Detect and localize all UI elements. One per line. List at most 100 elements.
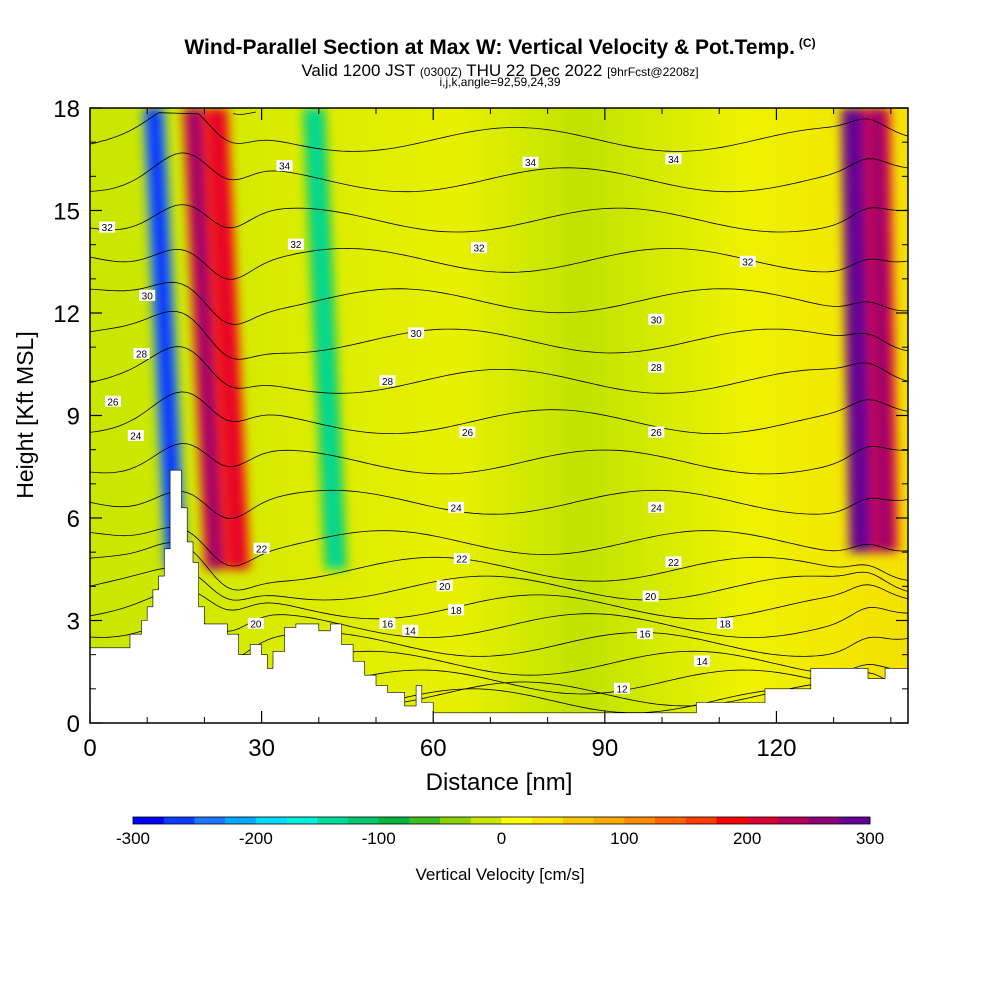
colorbar-segment xyxy=(685,817,717,824)
contour-label-bg xyxy=(379,617,396,629)
colorbar-segment xyxy=(409,817,441,824)
colorbar-segment xyxy=(194,817,226,824)
theta-contour-label: 34 xyxy=(665,153,682,166)
contour-label-bg xyxy=(408,327,425,339)
colorbar-segment xyxy=(133,817,165,824)
contour-label-text: 20 xyxy=(645,592,657,603)
y-tick-label: 12 xyxy=(53,301,80,328)
contour-label-text: 30 xyxy=(411,329,423,340)
contour-label-text: 28 xyxy=(651,363,663,374)
contour-label-text: 28 xyxy=(382,377,394,388)
contour-label-text: 18 xyxy=(451,606,463,617)
colorbar-segment xyxy=(716,817,748,824)
colorbar-segment xyxy=(839,817,871,824)
contour-label-text: 32 xyxy=(742,257,754,268)
colorbar-segment xyxy=(163,817,195,824)
contour-label-text: 16 xyxy=(382,619,394,630)
theta-contour-label: 24 xyxy=(448,501,465,514)
contour-label-bg xyxy=(253,542,270,554)
terrain-mask xyxy=(90,469,908,723)
theta-contour-line xyxy=(90,311,908,360)
contour-label-bg xyxy=(127,430,144,441)
colorbar-segment xyxy=(225,817,257,824)
contour-label-text: 34 xyxy=(279,162,291,173)
theta-contour-line xyxy=(90,443,908,475)
theta-contour-label: 28 xyxy=(648,361,665,374)
theta-contour-label: 32 xyxy=(99,221,116,234)
theta-contour-label: 30 xyxy=(139,289,156,302)
contour-label-bg xyxy=(471,242,487,254)
theta-contour-label: 20 xyxy=(642,590,659,603)
colorbar-segment xyxy=(777,817,810,824)
x-tick-label: 0 xyxy=(83,735,96,762)
theta-contour-line xyxy=(90,112,908,152)
contour-label-text: 30 xyxy=(651,315,663,326)
contour-label-text: 26 xyxy=(651,428,663,439)
theta-contour-label: 34 xyxy=(276,160,293,173)
y-tick-label: 3 xyxy=(67,609,80,636)
contour-label-text: 26 xyxy=(462,428,474,439)
theta-contour-label: 30 xyxy=(408,327,425,340)
contour-label-bg xyxy=(717,617,733,629)
contour-label-bg xyxy=(648,361,665,373)
theta-contour-label: 22 xyxy=(665,556,682,569)
contour-label-bg xyxy=(99,221,116,233)
y-tick-label: 0 xyxy=(67,711,80,738)
contour-label-text: 34 xyxy=(668,155,680,166)
contour-label-text: 24 xyxy=(651,503,663,514)
contour-label-bg xyxy=(453,553,470,564)
theta-contour-line xyxy=(90,489,908,519)
theta-contour-line xyxy=(90,391,908,434)
colorbar-tick-label: -200 xyxy=(239,829,273,848)
contour-label-bg xyxy=(104,395,121,407)
theta-contour-label: 18 xyxy=(448,604,465,617)
contour-label-bg xyxy=(379,375,396,387)
contour-label-bg xyxy=(648,501,665,513)
colorbar-segment xyxy=(501,817,533,824)
chart-subtitle-valid-time: Valid 1200 JST (0300Z) THU 22 Dec 2022 [… xyxy=(301,61,699,80)
contour-label-bg xyxy=(276,160,293,172)
colorbar-segment xyxy=(655,817,687,824)
x-tick-label: 30 xyxy=(248,735,275,762)
theta-contour-label: 16 xyxy=(379,617,396,630)
theta-contour-label: 12 xyxy=(614,682,630,695)
contour-label-text: 32 xyxy=(102,223,114,234)
theta-contour-label: 28 xyxy=(379,375,396,388)
contour-label-text: 20 xyxy=(439,582,451,593)
contour-label-text: 32 xyxy=(290,240,302,251)
contour-label-text: 24 xyxy=(451,503,463,514)
velocity-streak-core xyxy=(847,108,869,553)
theta-contour-line xyxy=(232,111,256,115)
theta-contour-label: 16 xyxy=(636,628,653,641)
contour-label-text: 14 xyxy=(405,626,417,637)
colorbar-segment xyxy=(532,817,564,824)
theta-contour-line xyxy=(90,584,908,620)
colorbar-segment xyxy=(470,817,502,824)
colorbar-tick-label: -100 xyxy=(362,829,396,848)
colorbar-tick-label: 0 xyxy=(497,829,506,848)
velocity-streak-core xyxy=(308,108,342,570)
contour-label-bg xyxy=(665,556,682,568)
contour-label-bg xyxy=(459,426,476,438)
contour-label-text: 20 xyxy=(250,619,262,630)
colorbar-tick-label: 300 xyxy=(856,829,884,848)
contour-label-bg xyxy=(665,153,682,165)
contour-label-bg xyxy=(614,682,630,694)
contour-label-bg xyxy=(448,501,465,513)
colorbar-segment xyxy=(808,817,840,824)
contour-label-bg xyxy=(139,289,156,301)
theta-contour-label: 26 xyxy=(459,426,476,439)
y-axis-label: Height [Kft MSL] xyxy=(12,331,38,498)
x-tick-label: 120 xyxy=(756,735,796,762)
contour-label-bg xyxy=(402,624,419,636)
contour-label-bg xyxy=(636,628,653,640)
theta-contour-label: 34 xyxy=(522,156,539,169)
contour-label-bg xyxy=(247,617,264,629)
theta-contour-line xyxy=(90,247,908,280)
contour-label-text: 32 xyxy=(473,244,485,255)
colorbar-segment xyxy=(347,817,380,824)
y-tick-label: 15 xyxy=(53,199,80,226)
contour-label-bg xyxy=(287,238,304,250)
contour-label-text: 30 xyxy=(142,291,154,302)
theta-contour-label: 32 xyxy=(287,238,304,251)
